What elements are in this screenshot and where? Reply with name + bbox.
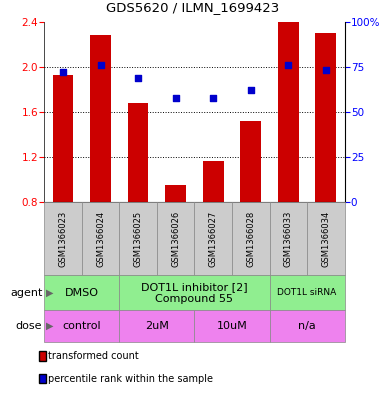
Bar	[119, 310, 194, 342]
Text: GSM1366023: GSM1366023	[59, 211, 67, 267]
Bar	[53, 75, 74, 202]
Text: percentile rank within the sample: percentile rank within the sample	[48, 374, 213, 384]
Bar	[119, 202, 157, 275]
Text: transformed count: transformed count	[48, 351, 139, 361]
Bar	[315, 33, 336, 202]
Text: DOT1L inhibitor [2]
Compound 55: DOT1L inhibitor [2] Compound 55	[141, 282, 248, 303]
Point	[323, 67, 329, 73]
Text: agent: agent	[10, 288, 42, 298]
Bar	[82, 202, 119, 275]
Bar	[157, 202, 194, 275]
Text: GSM1366028: GSM1366028	[246, 211, 255, 267]
Text: ▶: ▶	[46, 321, 54, 331]
Bar	[90, 35, 111, 202]
Bar	[194, 202, 232, 275]
Bar	[270, 275, 345, 310]
Bar	[128, 103, 149, 202]
Text: GSM1366024: GSM1366024	[96, 211, 105, 267]
Text: GSM1366033: GSM1366033	[284, 211, 293, 267]
Bar	[240, 121, 261, 202]
Point	[60, 69, 66, 75]
Bar	[165, 185, 186, 202]
Text: GSM1366034: GSM1366034	[321, 211, 330, 267]
Text: GSM1366027: GSM1366027	[209, 211, 218, 267]
Point	[172, 94, 179, 101]
Bar	[119, 275, 270, 310]
Bar	[307, 202, 345, 275]
Bar	[232, 202, 270, 275]
Bar	[270, 310, 345, 342]
Text: DOT1L siRNA: DOT1L siRNA	[278, 288, 336, 297]
Point	[248, 87, 254, 94]
Text: GSM1366026: GSM1366026	[171, 211, 180, 267]
Point	[285, 62, 291, 68]
Bar	[270, 202, 307, 275]
Point	[210, 94, 216, 101]
Bar	[194, 310, 270, 342]
Text: control: control	[62, 321, 101, 331]
Text: n/a: n/a	[298, 321, 316, 331]
Text: ▶: ▶	[46, 288, 54, 298]
Text: 2uM: 2uM	[145, 321, 169, 331]
Text: GDS5620 / ILMN_1699423: GDS5620 / ILMN_1699423	[106, 1, 279, 14]
Text: DMSO: DMSO	[65, 288, 99, 298]
Bar	[278, 22, 299, 202]
Text: 10uM: 10uM	[217, 321, 247, 331]
Bar	[203, 161, 224, 202]
Text: GSM1366025: GSM1366025	[134, 211, 142, 267]
Point	[97, 62, 104, 68]
Bar	[44, 202, 82, 275]
Text: dose: dose	[16, 321, 42, 331]
Bar	[44, 310, 119, 342]
Point	[135, 75, 141, 81]
Bar	[44, 275, 119, 310]
